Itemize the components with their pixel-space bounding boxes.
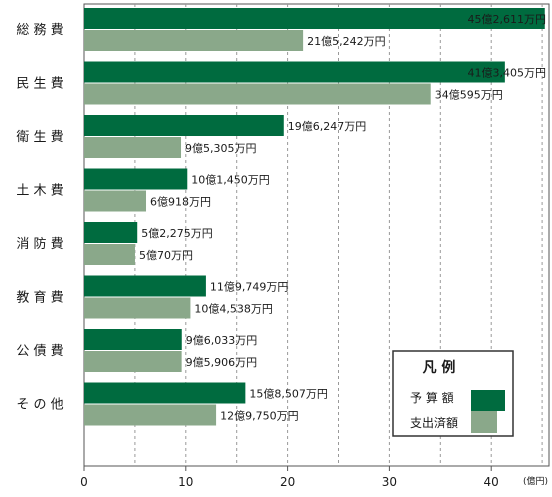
legend-label-expenditure: 支出済額 xyxy=(410,415,458,430)
value-labels: 45億2,611万円 21億5,242万円 41億3,405万円 34億595万円 19… xyxy=(139,13,546,423)
category-label: 総 務 費 xyxy=(16,23,63,38)
legend-title: 凡 例 xyxy=(423,359,456,376)
expenditure-bar xyxy=(84,83,431,105)
expenditure-bar xyxy=(84,244,135,265)
legend: 凡 例 予 算 額 支出済額 xyxy=(392,350,514,437)
budget-value-label: 41億3,405万円 xyxy=(468,67,547,80)
category-label: そ の 他 xyxy=(16,398,63,413)
budget-bar xyxy=(84,329,182,350)
expenditure-value-label: 34億595万円 xyxy=(435,89,503,102)
budget-bar xyxy=(84,382,246,404)
budget-bar xyxy=(84,8,545,29)
x-tick-label: 10 xyxy=(178,475,193,489)
legend-swatch-expenditure xyxy=(471,411,497,433)
x-tick-label: 40 xyxy=(484,475,499,489)
budget-value-label: 15億8,507万円 xyxy=(249,388,327,401)
budget-bar xyxy=(84,115,284,136)
expenditure-value-label: 6億918万円 xyxy=(150,196,211,209)
x-tick-label: 30 xyxy=(382,475,397,489)
expenditure-value-label: 21億5,242万円 xyxy=(307,35,386,48)
expenditure-value-label: 9億5,906万円 xyxy=(186,356,258,369)
budget-value-label: 19億6,247万円 xyxy=(288,120,367,133)
budget-value-label: 9億6,033万円 xyxy=(186,334,258,347)
expenditure-bar xyxy=(84,351,182,372)
category-label: 衛 生 費 xyxy=(16,130,63,145)
expenditure-bar xyxy=(84,30,304,51)
category-labels: 総 務 費民 生 費衛 生 費土 木 費消 防 費教 育 費公 債 費そ の 他 xyxy=(16,23,63,413)
expenditure-bar xyxy=(84,190,147,212)
x-tick-label: 0 xyxy=(80,475,88,489)
budget-value-label: 5億2,275万円 xyxy=(141,227,213,240)
expenditure-bar xyxy=(84,137,182,158)
expenditure-value-label: 10億4,538万円 xyxy=(194,303,273,316)
x-axis: 0 10 20 30 40 (億円) xyxy=(80,466,548,489)
expenditure-bar xyxy=(84,404,217,426)
expenditure-value-label: 9億5,305万円 xyxy=(185,142,257,155)
budget-value-label: 11億9,749万円 xyxy=(210,281,289,294)
category-label: 土 木 費 xyxy=(16,184,63,199)
category-label: 消 防 費 xyxy=(16,236,63,252)
category-label: 教 育 費 xyxy=(16,290,63,306)
expenditure-value-label: 12億9,750万円 xyxy=(220,410,299,423)
x-axis-unit: (億円) xyxy=(523,475,548,487)
budget-value-label: 10億1,450万円 xyxy=(191,174,270,187)
expenditure-value-label: 5億70万円 xyxy=(139,249,193,262)
budget-bar xyxy=(84,275,206,297)
budget-bar xyxy=(84,61,505,83)
category-label: 民 生 費 xyxy=(16,77,63,92)
category-label: 公 債 費 xyxy=(16,344,63,359)
legend-label-budget: 予 算 額 xyxy=(410,390,454,405)
legend-swatch-budget xyxy=(471,390,505,411)
budget-bar xyxy=(84,222,138,243)
bars xyxy=(84,8,545,426)
budget-bar xyxy=(84,168,188,190)
budget-value-label: 45億2,611万円 xyxy=(468,13,547,26)
expenditure-bar xyxy=(84,297,191,319)
x-tick-label: 20 xyxy=(280,475,295,489)
